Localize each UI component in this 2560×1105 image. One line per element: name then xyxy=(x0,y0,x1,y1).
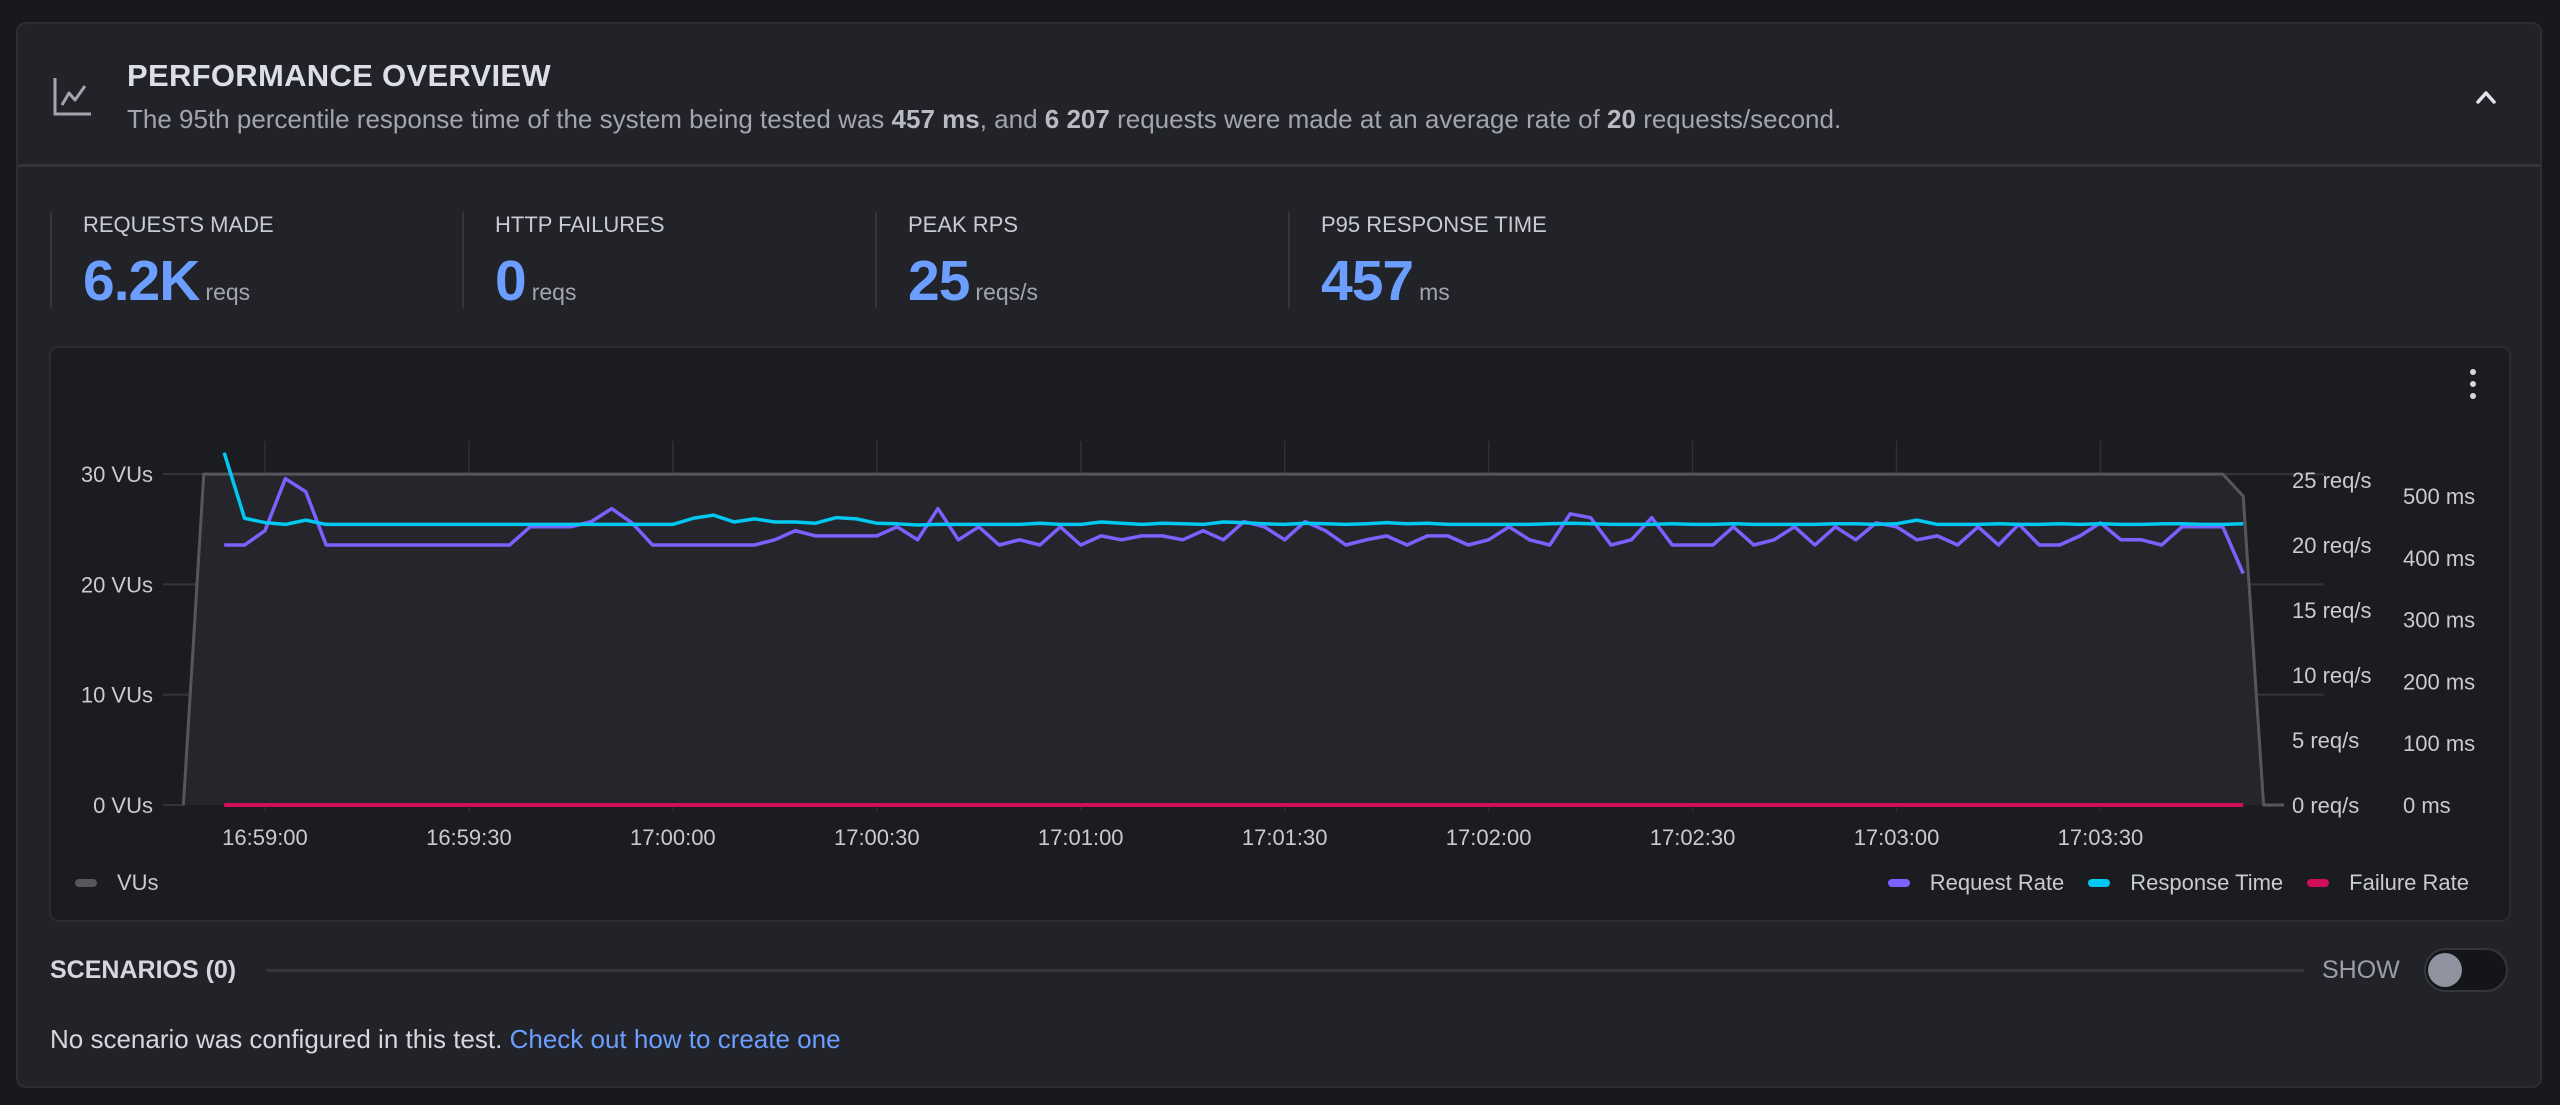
stat-peak-rps: PEAK RPS 25 reqs/s xyxy=(875,212,1039,313)
response-time-line xyxy=(222,452,2244,527)
legend-label: Request Rate xyxy=(1929,870,2065,895)
y-tick-label-req-s: 25 req/s xyxy=(2292,468,2372,493)
x-tick-label: 17:00:30 xyxy=(834,825,920,850)
request-rate-line xyxy=(224,476,2245,575)
toggle-knob xyxy=(2428,953,2462,987)
y-tick-label-ms: 200 ms xyxy=(2403,669,2475,694)
chevron-up-icon[interactable] xyxy=(2468,80,2504,116)
no-scenario-message: No scenario was configured in this test.… xyxy=(50,1024,841,1054)
x-tick-label: 17:01:00 xyxy=(1038,825,1124,850)
legend-right: Request Rate Response Time Failure Rate xyxy=(1864,870,2469,896)
legend-label: Failure Rate xyxy=(2349,870,2469,895)
stat-label: PEAK RPS xyxy=(908,212,1019,237)
panel-summary: The 95th percentile response time of the… xyxy=(127,104,1842,134)
y-tick-label-ms: 400 ms xyxy=(2403,546,2475,571)
legend-label: VUs xyxy=(117,870,159,895)
stat-value: 0 xyxy=(495,249,527,313)
y-tick-label-ms: 300 ms xyxy=(2403,608,2475,633)
legend-label: Response Time xyxy=(2130,870,2284,895)
performance-overview-panel: PERFORMANCE OVERVIEW The 95th percentile… xyxy=(16,22,2542,1088)
y-tick-label-req-s: 0 req/s xyxy=(2292,793,2359,818)
y-tick-label-req-s: 15 req/s xyxy=(2292,598,2372,623)
panel-header[interactable]: PERFORMANCE OVERVIEW The 95th percentile… xyxy=(18,24,2540,167)
y-tick-label-vus: 20 VUs xyxy=(81,572,153,597)
x-tick-label: 16:59:00 xyxy=(222,825,308,850)
stat-value: 457 xyxy=(1321,249,1414,313)
line-chart-icon xyxy=(53,78,91,116)
panel-title: PERFORMANCE OVERVIEW xyxy=(127,58,551,93)
y-tick-label-vus: 30 VUs xyxy=(81,462,153,487)
vus-line xyxy=(181,472,2284,807)
y-tick-label-req-s: 10 req/s xyxy=(2292,663,2372,688)
stat-p95-response-time: P95 RESPONSE TIME 457 ms xyxy=(1288,212,1547,313)
x-tick-label: 16:59:30 xyxy=(426,825,512,850)
legend-item-failure-rate[interactable]: Failure Rate xyxy=(2307,870,2469,896)
scenarios-title: SCENARIOS (0) xyxy=(50,956,237,984)
failure-rate-swatch xyxy=(2307,879,2330,887)
stat-label: P95 RESPONSE TIME xyxy=(1321,212,1547,237)
y-tick-label-vus: 10 VUs xyxy=(81,683,153,708)
vus-swatch xyxy=(75,879,97,887)
stat-unit: reqs xyxy=(205,279,251,305)
request-rate-swatch xyxy=(1887,879,1910,887)
kebab-menu-icon[interactable] xyxy=(2461,364,2485,404)
x-tick-label: 17:02:00 xyxy=(1446,825,1532,850)
stat-label: HTTP FAILURES xyxy=(495,212,665,237)
legend-item-request-rate[interactable]: Request Rate xyxy=(1887,870,2065,896)
show-scenarios-toggle[interactable] xyxy=(2424,948,2508,992)
performance-chart: 0 VUs 10 VUs 20 VUs 30 VUs 16:59:00 16:59:30 1… xyxy=(49,346,2511,922)
stat-requests-made: REQUESTS MADE 6.2K reqs xyxy=(50,212,274,313)
y-tick-label-ms: 500 ms xyxy=(2403,484,2475,509)
stat-http-failures: HTTP FAILURES 0 reqs xyxy=(462,212,665,313)
vus-area xyxy=(183,474,2284,805)
stat-label: REQUESTS MADE xyxy=(83,212,274,237)
y-tick-label-vus: 0 VUs xyxy=(93,793,153,818)
chart-canvas[interactable]: 0 VUs 10 VUs 20 VUs 30 VUs 16:59:00 16:59:30 1… xyxy=(49,346,2511,922)
y-tick-label-ms: 100 ms xyxy=(2403,731,2475,756)
legend-item-response-time[interactable]: Response Time xyxy=(2088,870,2283,896)
legend-left: VUs xyxy=(75,870,159,896)
response-time-swatch xyxy=(2088,879,2111,887)
x-tick-label: 17:00:00 xyxy=(630,825,716,850)
legend-item-vus[interactable]: VUs xyxy=(75,870,159,896)
y-tick-label-req-s: 5 req/s xyxy=(2292,728,2359,753)
x-tick-label: 17:02:30 xyxy=(1650,825,1736,850)
x-tick-label: 17:03:00 xyxy=(1854,825,1940,850)
x-tick-label: 17:03:30 xyxy=(2058,825,2144,850)
y-tick-label-ms: 0 ms xyxy=(2403,793,2451,818)
stat-value: 6.2K xyxy=(83,249,200,313)
stat-unit: reqs xyxy=(531,279,577,305)
show-toggle-label: SHOW xyxy=(2322,956,2400,984)
stat-unit: ms xyxy=(1419,279,1450,305)
stat-unit: reqs/s xyxy=(975,279,1039,305)
x-tick-label: 17:01:30 xyxy=(1242,825,1328,850)
create-scenario-link[interactable]: Check out how to create one xyxy=(509,1024,841,1054)
stat-value: 25 xyxy=(908,249,970,313)
scenarios-divider xyxy=(266,969,2304,972)
y-tick-label-req-s: 20 req/s xyxy=(2292,533,2372,558)
